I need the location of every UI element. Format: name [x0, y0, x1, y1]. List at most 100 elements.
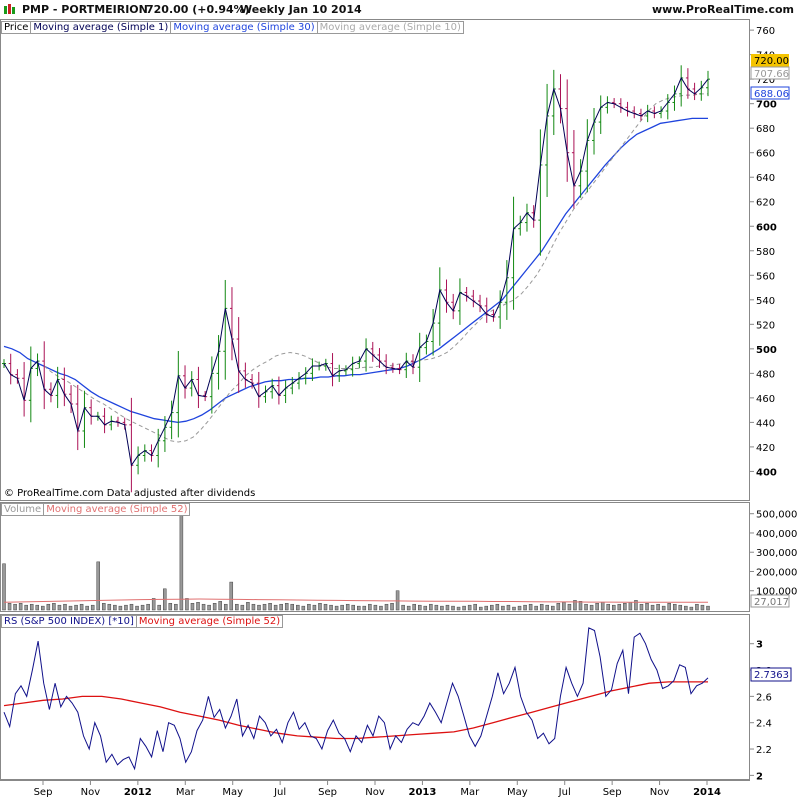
close-series — [3, 76, 709, 467]
ohlc-bars — [2, 65, 710, 493]
volume-tick-label: 500,000 — [756, 510, 797, 521]
volume-bar — [628, 602, 633, 611]
volume-ma-series — [3, 598, 708, 603]
time-tick-label: 2014 — [693, 787, 721, 798]
volume-bar — [90, 604, 95, 611]
volume-bar — [501, 605, 505, 611]
price-tick-label: 480 — [756, 369, 775, 380]
volume-bar — [512, 606, 516, 611]
volume-bar — [107, 603, 112, 611]
ohlc-bar — [706, 70, 710, 97]
volume-bar — [201, 603, 206, 611]
rs-series — [3, 627, 709, 771]
time-tick-label: May — [222, 787, 243, 798]
ohlc-bar — [109, 415, 114, 431]
legend-rs-ma[interactable]: Moving average (Simple 52) — [135, 615, 284, 628]
rs-tick-label: 2.4 — [756, 719, 772, 730]
volume-bar — [634, 600, 638, 611]
volume-bar — [578, 601, 583, 611]
ma10-series — [43, 93, 708, 443]
volume-bar — [174, 603, 178, 611]
volume-bar — [639, 603, 644, 611]
price-tag-ma30: 688.06 — [750, 86, 790, 100]
rs-line — [3, 627, 709, 771]
ohlc-bar — [377, 348, 382, 368]
volume-bar — [229, 581, 234, 611]
ohlc-bar — [156, 428, 161, 468]
site-url[interactable]: www.ProRealTime.com — [651, 3, 794, 16]
price-tick-label: 580 — [756, 247, 775, 258]
legend-volume-ma[interactable]: Moving average (Simple 52) — [43, 503, 191, 516]
ohlc-bar — [471, 289, 476, 308]
ohlc-bar — [565, 79, 570, 182]
ohlc-bar — [592, 107, 597, 155]
volume-bar — [584, 603, 588, 611]
volume-bar — [406, 605, 411, 611]
ohlc-bar — [545, 83, 550, 197]
svg-text:688.06: 688.06 — [754, 89, 789, 100]
ohlc-bar — [524, 203, 529, 232]
volume-bar — [395, 590, 400, 611]
ohlc-bar — [685, 68, 690, 99]
volume-bar — [473, 603, 477, 611]
rs-tick-label: 2.2 — [756, 745, 772, 756]
rs-tick-label: 3 — [756, 640, 763, 651]
ohlc-bar — [42, 341, 47, 410]
volume-bar — [68, 605, 73, 611]
volume-bar — [617, 603, 622, 611]
ohlc-bar — [330, 353, 335, 387]
ohlc-bar — [82, 390, 87, 448]
volume-bar — [113, 604, 117, 611]
price-legend: Price Moving average (Simple 1) Moving a… — [1, 21, 464, 34]
legend-price[interactable]: Price — [1, 21, 32, 34]
legend-ma1[interactable]: Moving average (Simple 1) — [30, 21, 172, 34]
volume-bar — [85, 605, 89, 611]
volume-tag: 27,017 — [750, 594, 790, 608]
stock-icon — [3, 3, 17, 17]
time-axis: Sep Nov 2012 Mar May Jul Sep Nov 2013 Mar May Jul Se… — [34, 780, 721, 798]
ohlc-bar — [263, 385, 268, 403]
price-tag-close: 720.00 — [751, 54, 789, 67]
volume-bar — [368, 603, 372, 611]
ohlc-bar — [89, 399, 94, 425]
ohlc-bar — [679, 65, 684, 107]
volume-bar — [151, 598, 156, 611]
legend-volume[interactable]: Volume — [1, 503, 45, 516]
volume-bar — [429, 603, 433, 611]
volume-bar — [102, 603, 106, 611]
price-tick-label: 500 — [756, 345, 777, 356]
volume-bar — [262, 603, 267, 611]
volume-bar — [467, 604, 472, 611]
ohlc-bar — [102, 407, 107, 434]
volume-bar — [551, 605, 555, 611]
volume-bar — [495, 603, 500, 611]
volume-bar — [562, 602, 566, 611]
volume-bar — [539, 603, 544, 611]
legend-ma10[interactable]: Moving average (Simple 10) — [316, 21, 464, 34]
ohlc-bar — [236, 317, 241, 393]
ohlc-bar — [632, 106, 637, 119]
time-tick-label: May — [507, 787, 528, 798]
volume-bar — [18, 603, 23, 611]
legend-ma30[interactable]: Moving average (Simple 30) — [170, 21, 318, 34]
volume-bar — [135, 605, 139, 611]
volume-bar — [595, 603, 599, 611]
volume-bar — [35, 604, 40, 611]
volume-bar — [190, 603, 195, 611]
volume-bar — [612, 604, 616, 611]
ohlc-bar — [551, 69, 556, 136]
volume-bar — [146, 603, 150, 611]
legend-rs[interactable]: RS (S&P 500 INDEX) [*10] — [1, 615, 137, 628]
ohlc-bar — [209, 356, 214, 414]
volume-bar — [534, 605, 538, 611]
volume-bar — [517, 605, 522, 611]
volume-bar — [606, 603, 610, 611]
volume-bar — [246, 602, 250, 611]
ohlc-bar — [223, 279, 228, 380]
volume-bar — [284, 603, 289, 611]
time-tick-label: Sep — [318, 787, 337, 798]
volume-bar — [296, 604, 300, 611]
volume-bar — [567, 603, 572, 611]
volume-bar — [362, 605, 367, 611]
volume-bar — [700, 604, 705, 611]
